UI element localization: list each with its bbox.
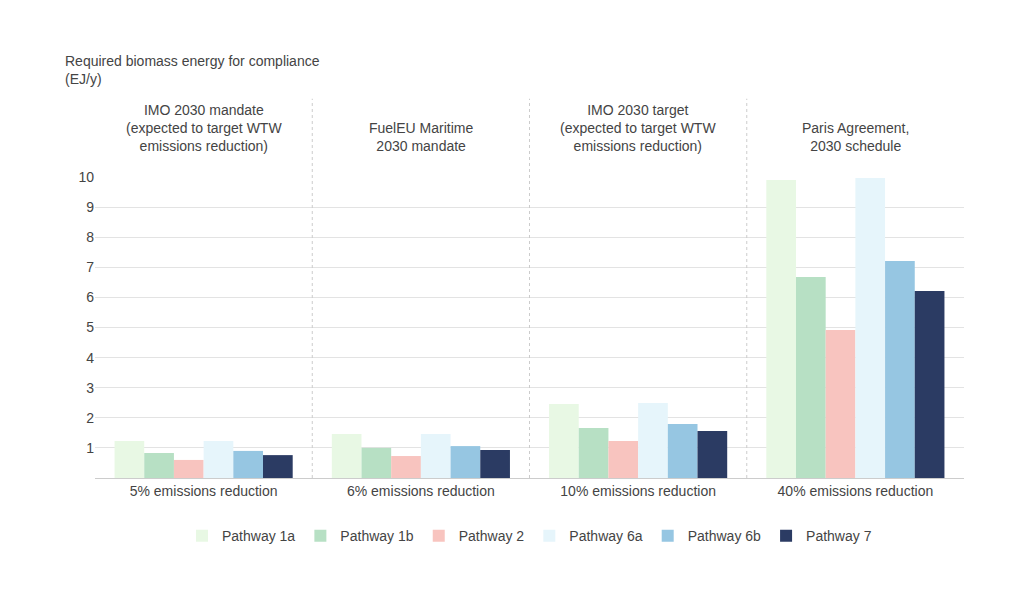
svg-text:IMO 2030 mandate(expected to t: IMO 2030 mandate(expected to target WTWe…: [126, 102, 282, 154]
svg-text:Pathway 2: Pathway 2: [459, 528, 525, 544]
svg-text:IMO 2030 target(expected to ta: IMO 2030 target(expected to target WTWem…: [560, 102, 716, 154]
svg-text:6% emissions reduction: 6% emissions reduction: [347, 483, 495, 499]
svg-text:Pathway 6a: Pathway 6a: [569, 528, 642, 544]
svg-text:Pathway 1a: Pathway 1a: [222, 528, 295, 544]
svg-text:3: 3: [86, 380, 94, 396]
svg-text:4: 4: [86, 350, 94, 366]
svg-text:9: 9: [86, 199, 94, 215]
svg-text:Pathway 6b: Pathway 6b: [688, 528, 761, 544]
svg-text:FuelEU Maritime2030 mandate: FuelEU Maritime2030 mandate: [369, 120, 473, 154]
svg-text:5: 5: [86, 319, 94, 335]
svg-text:Paris Agreement,2030 schedule: Paris Agreement,2030 schedule: [802, 120, 909, 154]
svg-text:10: 10: [78, 169, 94, 185]
svg-text:7: 7: [86, 259, 94, 275]
svg-text:1: 1: [86, 440, 94, 456]
svg-text:6: 6: [86, 289, 94, 305]
svg-text:Pathway 1b: Pathway 1b: [340, 528, 413, 544]
svg-text:Required biomass energy for co: Required biomass energy for compliance(E…: [65, 53, 320, 87]
svg-text:Pathway 7: Pathway 7: [806, 528, 872, 544]
svg-text:5% emissions reduction: 5% emissions reduction: [130, 483, 278, 499]
svg-text:2: 2: [86, 410, 94, 426]
svg-text:40% emissions reduction: 40% emissions reduction: [778, 483, 934, 499]
svg-text:10% emissions reduction: 10% emissions reduction: [560, 483, 716, 499]
svg-text:8: 8: [86, 229, 94, 245]
